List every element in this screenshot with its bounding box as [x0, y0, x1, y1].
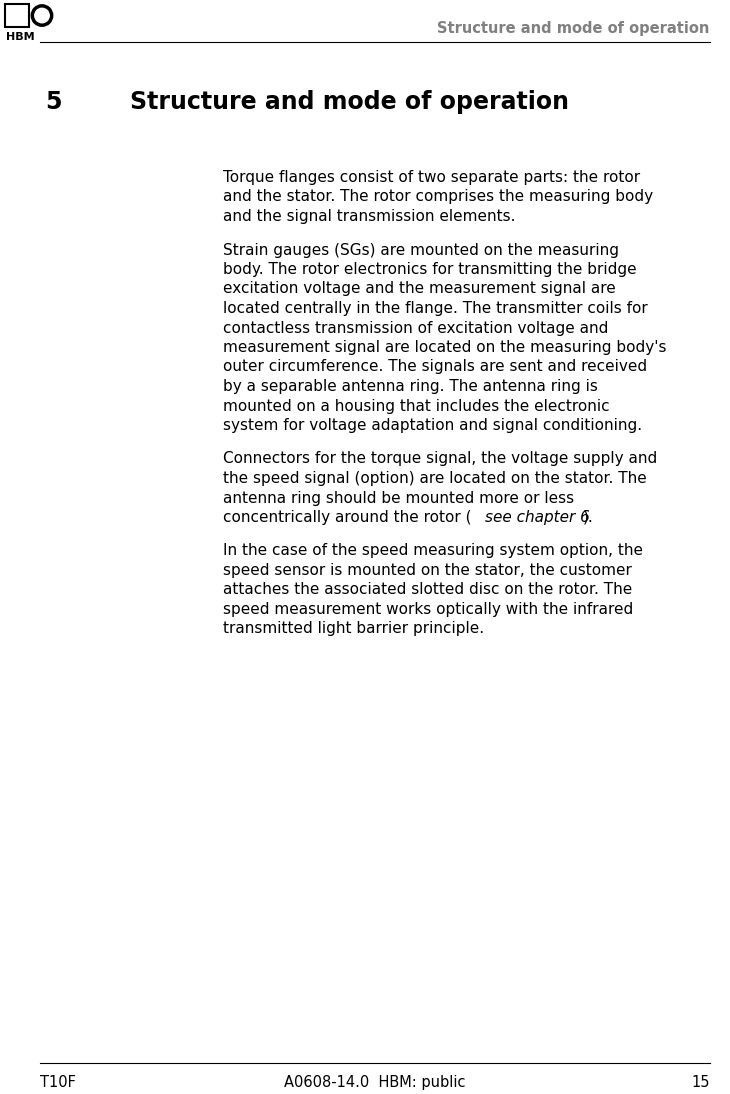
Text: contactless transmission of excitation voltage and: contactless transmission of excitation v… — [223, 321, 608, 336]
Text: Torque flanges consist of two separate parts: the rotor: Torque flanges consist of two separate p… — [223, 170, 639, 185]
Text: antenna ring should be mounted more or less: antenna ring should be mounted more or l… — [223, 490, 574, 505]
Text: Strain gauges (SGs) are mounted on the measuring: Strain gauges (SGs) are mounted on the m… — [223, 243, 618, 257]
Text: 15: 15 — [691, 1075, 710, 1090]
Text: In the case of the speed measuring system option, the: In the case of the speed measuring syste… — [223, 544, 642, 559]
Text: system for voltage adaptation and signal conditioning.: system for voltage adaptation and signal… — [223, 418, 642, 433]
Text: speed sensor is mounted on the stator, the customer: speed sensor is mounted on the stator, t… — [223, 563, 631, 578]
Text: Connectors for the torque signal, the voltage supply and: Connectors for the torque signal, the vo… — [223, 452, 657, 466]
Text: outer circumference. The signals are sent and received: outer circumference. The signals are sen… — [223, 360, 647, 374]
Text: and the signal transmission elements.: and the signal transmission elements. — [223, 209, 515, 224]
Text: Structure and mode of operation: Structure and mode of operation — [437, 21, 710, 35]
Text: measurement signal are located on the measuring body's: measurement signal are located on the me… — [223, 340, 666, 354]
Bar — [5, 4, 29, 27]
Text: see chapter 6: see chapter 6 — [485, 510, 590, 525]
Text: attaches the associated slotted disc on the rotor. The: attaches the associated slotted disc on … — [223, 582, 632, 597]
Text: transmitted light barrier principle.: transmitted light barrier principle. — [223, 621, 484, 637]
Text: by a separable antenna ring. The antenna ring is: by a separable antenna ring. The antenna… — [223, 379, 598, 394]
Text: located centrally in the flange. The transmitter coils for: located centrally in the flange. The tra… — [223, 301, 648, 316]
Text: body. The rotor electronics for transmitting the bridge: body. The rotor electronics for transmit… — [223, 261, 637, 277]
Text: T10F: T10F — [40, 1075, 76, 1090]
Text: excitation voltage and the measurement signal are: excitation voltage and the measurement s… — [223, 281, 615, 296]
Text: speed measurement works optically with the infrared: speed measurement works optically with t… — [223, 602, 633, 617]
Text: concentrically around the rotor (: concentrically around the rotor ( — [223, 510, 471, 525]
Text: 5: 5 — [45, 90, 61, 114]
Text: Structure and mode of operation: Structure and mode of operation — [130, 90, 569, 114]
Text: mounted on a housing that includes the electronic: mounted on a housing that includes the e… — [223, 398, 610, 414]
Text: A0608-14.0  HBM: public: A0608-14.0 HBM: public — [284, 1075, 466, 1090]
Text: ).: ). — [583, 510, 593, 525]
Text: and the stator. The rotor comprises the measuring body: and the stator. The rotor comprises the … — [223, 189, 653, 205]
Text: the speed signal (option) are located on the stator. The: the speed signal (option) are located on… — [223, 472, 646, 486]
Text: HBM: HBM — [6, 32, 34, 42]
